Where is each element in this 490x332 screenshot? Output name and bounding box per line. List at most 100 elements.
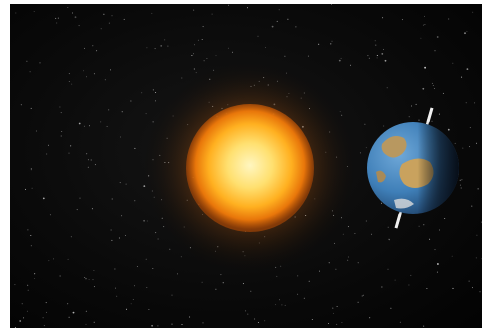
star <box>108 22 110 24</box>
star <box>382 17 384 19</box>
star <box>193 53 194 55</box>
earth-night-side <box>367 122 459 214</box>
star <box>284 304 286 306</box>
star <box>23 317 25 319</box>
star <box>180 256 182 258</box>
star <box>27 289 29 291</box>
star <box>265 47 266 48</box>
star <box>451 255 453 257</box>
star <box>34 278 36 279</box>
star <box>220 274 222 276</box>
star <box>374 40 376 42</box>
star <box>160 45 163 47</box>
star <box>426 288 428 289</box>
star <box>114 268 116 270</box>
scene-frame <box>10 4 482 328</box>
star <box>30 168 32 170</box>
star <box>423 325 425 327</box>
star <box>21 303 23 305</box>
star <box>368 57 370 59</box>
star <box>152 268 154 269</box>
star <box>431 82 433 84</box>
star <box>462 147 464 149</box>
earth <box>367 107 459 229</box>
star <box>72 311 75 314</box>
star <box>157 325 159 327</box>
star <box>57 17 59 19</box>
star <box>432 85 434 86</box>
star <box>125 183 127 185</box>
star <box>232 51 233 53</box>
star <box>83 70 85 72</box>
star <box>472 11 474 13</box>
star <box>257 322 259 323</box>
star <box>247 7 248 9</box>
star <box>68 152 70 154</box>
star <box>452 62 454 64</box>
star <box>96 50 98 52</box>
star <box>151 324 154 327</box>
star <box>46 153 48 155</box>
star <box>424 24 426 26</box>
star <box>181 77 183 79</box>
star <box>418 119 420 121</box>
star <box>74 16 77 19</box>
star <box>410 274 412 276</box>
star <box>94 164 96 166</box>
star <box>364 123 366 125</box>
star <box>330 43 332 45</box>
star <box>108 109 110 111</box>
star <box>119 182 121 184</box>
star <box>27 284 29 286</box>
star <box>30 245 32 247</box>
star <box>429 238 431 240</box>
star <box>376 55 378 56</box>
star <box>341 322 343 323</box>
star <box>121 215 123 217</box>
star <box>143 219 146 222</box>
star <box>85 323 87 325</box>
star <box>67 258 69 260</box>
star <box>381 53 384 55</box>
star <box>436 271 438 273</box>
star <box>27 229 29 231</box>
star <box>70 236 72 238</box>
star <box>371 233 372 235</box>
star <box>55 17 57 19</box>
star <box>86 76 87 78</box>
star <box>157 238 159 240</box>
earth-axis-south <box>394 213 402 229</box>
star <box>71 83 73 85</box>
star <box>48 144 49 146</box>
star <box>67 7 69 8</box>
star <box>434 50 436 52</box>
star <box>474 102 476 104</box>
star <box>469 127 471 129</box>
star <box>39 62 41 64</box>
star <box>87 159 89 161</box>
star <box>118 237 120 239</box>
star <box>49 214 51 216</box>
star <box>141 92 143 94</box>
star <box>464 32 466 35</box>
star <box>167 45 169 47</box>
star <box>93 73 95 75</box>
star <box>146 220 148 222</box>
star <box>472 287 473 289</box>
star <box>411 105 412 107</box>
star <box>191 55 193 56</box>
star <box>394 279 396 281</box>
star <box>468 280 470 282</box>
star <box>14 327 16 328</box>
star <box>29 71 31 73</box>
star <box>20 104 22 106</box>
star <box>59 106 61 108</box>
star <box>116 295 118 297</box>
sun <box>140 58 360 278</box>
star <box>287 18 289 20</box>
star <box>130 100 132 102</box>
star <box>362 294 364 296</box>
star <box>308 280 310 282</box>
star <box>84 277 86 278</box>
star <box>46 311 47 313</box>
